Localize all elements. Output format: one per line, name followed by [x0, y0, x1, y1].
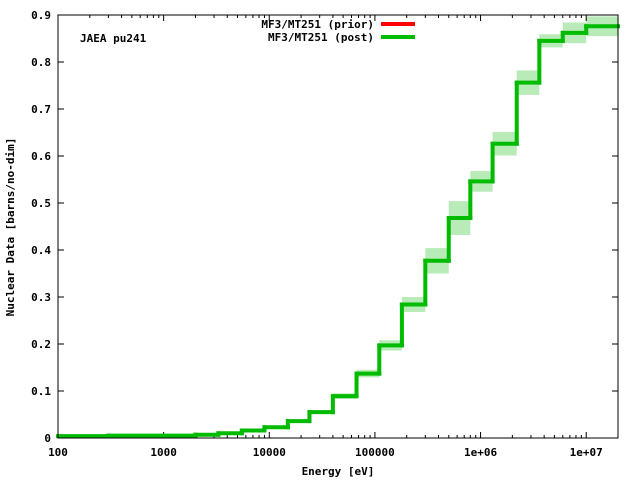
- x-axis-label: Energy [eV]: [302, 465, 375, 478]
- y-axis-label: Nuclear Data [barns/no-dim]: [4, 138, 17, 317]
- x-tick-label: 1000: [150, 446, 177, 459]
- x-tick-label: 1e+07: [570, 446, 603, 459]
- y-tick-label: 0.1: [31, 385, 51, 398]
- y-tick-label: 0.5: [31, 197, 51, 210]
- x-tick-label: 1e+06: [464, 446, 497, 459]
- y-tick-label: 0.8: [31, 56, 51, 69]
- y-tick-label: 0.2: [31, 338, 51, 351]
- plot-frame: [57, 14, 619, 439]
- legend-label-prior: MF3/MT251 (prior): [261, 18, 374, 31]
- legend: MF3/MT251 (prior) MF3/MT251 (post): [261, 18, 415, 44]
- x-tick-label: 100000: [355, 446, 395, 459]
- legend-label-post: MF3/MT251 (post): [268, 31, 374, 44]
- y-tick-label: 0.4: [31, 244, 51, 257]
- y-tick-label: 0.3: [31, 291, 51, 304]
- x-tick-label: 10000: [253, 446, 286, 459]
- y-tick-label: 0.7: [31, 103, 51, 116]
- annotation-text: JAEA pu241: [80, 32, 147, 45]
- post-series-steps: [56, 24, 620, 439]
- uncertainty-bands: [58, 16, 618, 437]
- x-tick-label: 100: [48, 446, 68, 459]
- tick-labels: 0 0.1 0.2 0.3 0.4 0.5 0.6 0.7 0.8 0.9 100 1000 10000…: [31, 9, 603, 459]
- y-tick-label: 0.6: [31, 150, 51, 163]
- y-tick-label: 0: [44, 432, 51, 445]
- y-tick-label: 0.9: [31, 9, 51, 22]
